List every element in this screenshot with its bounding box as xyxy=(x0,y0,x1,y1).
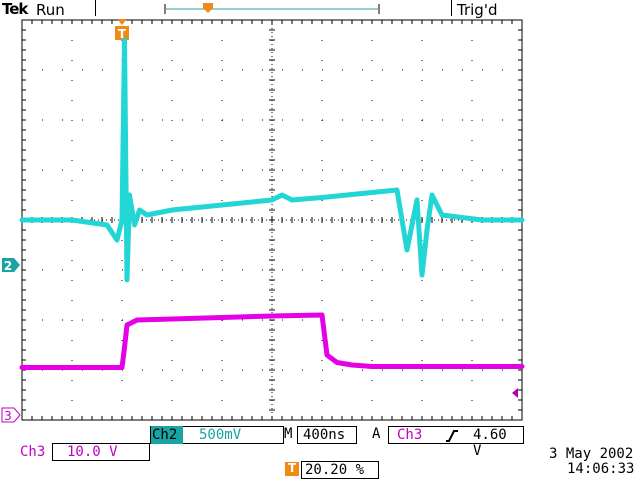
ch2-scale-readout[interactable]: Ch2 500mV xyxy=(150,426,284,444)
ch3-scale-readout[interactable]: 10.0 V xyxy=(52,443,150,461)
timebase-prefix: M xyxy=(284,426,293,442)
graticule xyxy=(21,19,523,421)
trigger-level-marker-icon xyxy=(512,388,518,398)
trigger-position: 20.20 % xyxy=(305,462,365,478)
ch3-name: Ch3 xyxy=(20,444,46,460)
ch3-ground-marker[interactable]: 3 xyxy=(1,407,21,423)
brand-label: Tek xyxy=(2,0,28,18)
trigger-position-icon: T xyxy=(285,461,299,476)
timebase-readout[interactable]: 400ns xyxy=(297,426,357,444)
acquisition-status: Run xyxy=(36,1,65,19)
trigger-letter: T xyxy=(118,27,127,41)
time-label: 14:06:33 xyxy=(567,461,635,477)
ch2-scale: 500mV xyxy=(199,427,242,443)
ch3-scale: 10.0 V xyxy=(67,444,118,460)
trigger-position-marker-icon xyxy=(203,3,213,13)
date-label: 3 May 2002 xyxy=(549,446,634,462)
ch3-trace xyxy=(19,312,525,370)
traces xyxy=(19,37,525,370)
divider xyxy=(451,0,452,16)
acquisition-mode: A xyxy=(372,426,381,442)
status-bar: Tek Run Trig'd xyxy=(0,0,640,20)
trigger-level: 4.60 V xyxy=(473,427,507,459)
divider xyxy=(95,0,96,16)
svg-text:3: 3 xyxy=(4,409,12,423)
trigger-status: Trig'd xyxy=(457,1,498,19)
ch2-name: Ch2 xyxy=(152,427,178,443)
trigger-position-readout[interactable]: 20.20 % xyxy=(301,461,379,479)
trigger-time-marker-icon: T xyxy=(115,19,129,41)
svg-text:2: 2 xyxy=(4,259,12,273)
trigger-source: Ch3 xyxy=(397,427,423,443)
timebase: 400ns xyxy=(303,427,346,443)
trigger-readout[interactable]: Ch3 4.60 V xyxy=(388,426,524,459)
record-position-bar xyxy=(164,3,380,14)
ch2-trace xyxy=(19,37,525,283)
rising-edge-icon xyxy=(445,429,459,443)
ch2-ground-marker[interactable]: 2 xyxy=(2,258,20,273)
